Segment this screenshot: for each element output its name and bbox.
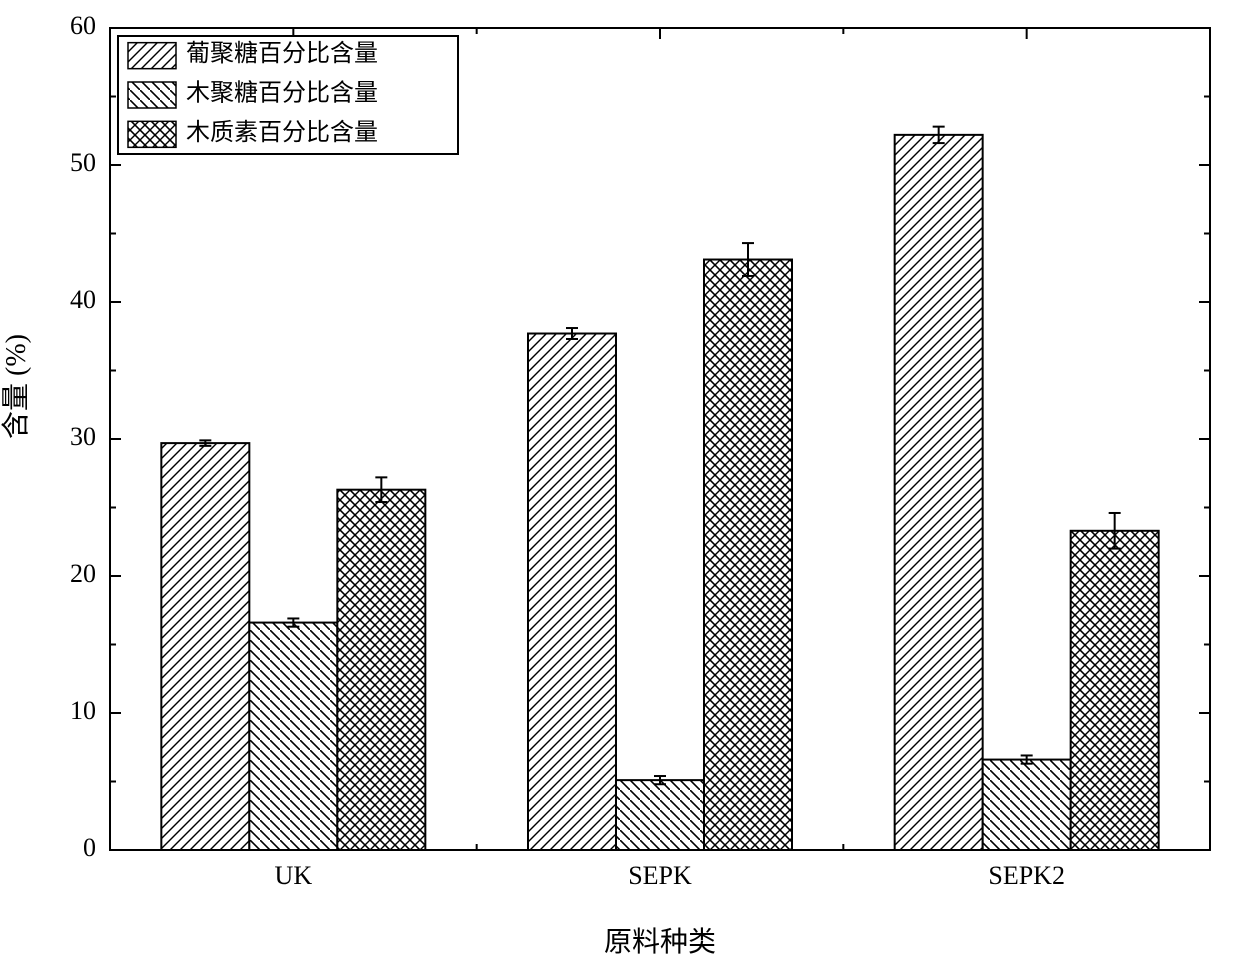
y-tick-label: 20 [70,559,96,588]
y-tick-label: 60 [70,11,96,40]
bar [704,260,792,850]
x-tick-label: UK [275,861,313,890]
bar [895,135,983,850]
y-tick-label: 10 [70,696,96,725]
y-tick-label: 30 [70,422,96,451]
bar [616,780,704,850]
bar [249,623,337,850]
x-tick-label: SEPK [628,861,692,890]
y-tick-label: 0 [83,833,96,862]
legend: 葡聚糖百分比含量木聚糖百分比含量木质素百分比含量 [118,36,458,154]
bar [161,443,249,850]
bar [528,334,616,850]
y-tick-label: 50 [70,148,96,177]
legend-label: 葡聚糖百分比含量 [186,40,378,67]
bar [983,760,1071,850]
chart-svg: 0 10 20 30 40 50 60 UK SEPK SEPK2 葡聚糖百分比含量木聚糖百分比含量… [0,0,1240,963]
y-tick-label: 40 [70,285,96,314]
legend-label: 木质素百分比含量 [186,119,378,146]
x-tick-label: SEPK2 [988,861,1065,890]
x-axis-label: 原料种类 [604,920,716,960]
bar-chart: 0 10 20 30 40 50 60 UK SEPK SEPK2 葡聚糖百分比含量木聚糖百分比含量… [0,0,1240,963]
legend-label: 木聚糖百分比含量 [186,80,378,107]
y-axis-label: 含量 (%) [0,334,34,439]
bar [337,490,425,850]
bar [1071,531,1159,850]
